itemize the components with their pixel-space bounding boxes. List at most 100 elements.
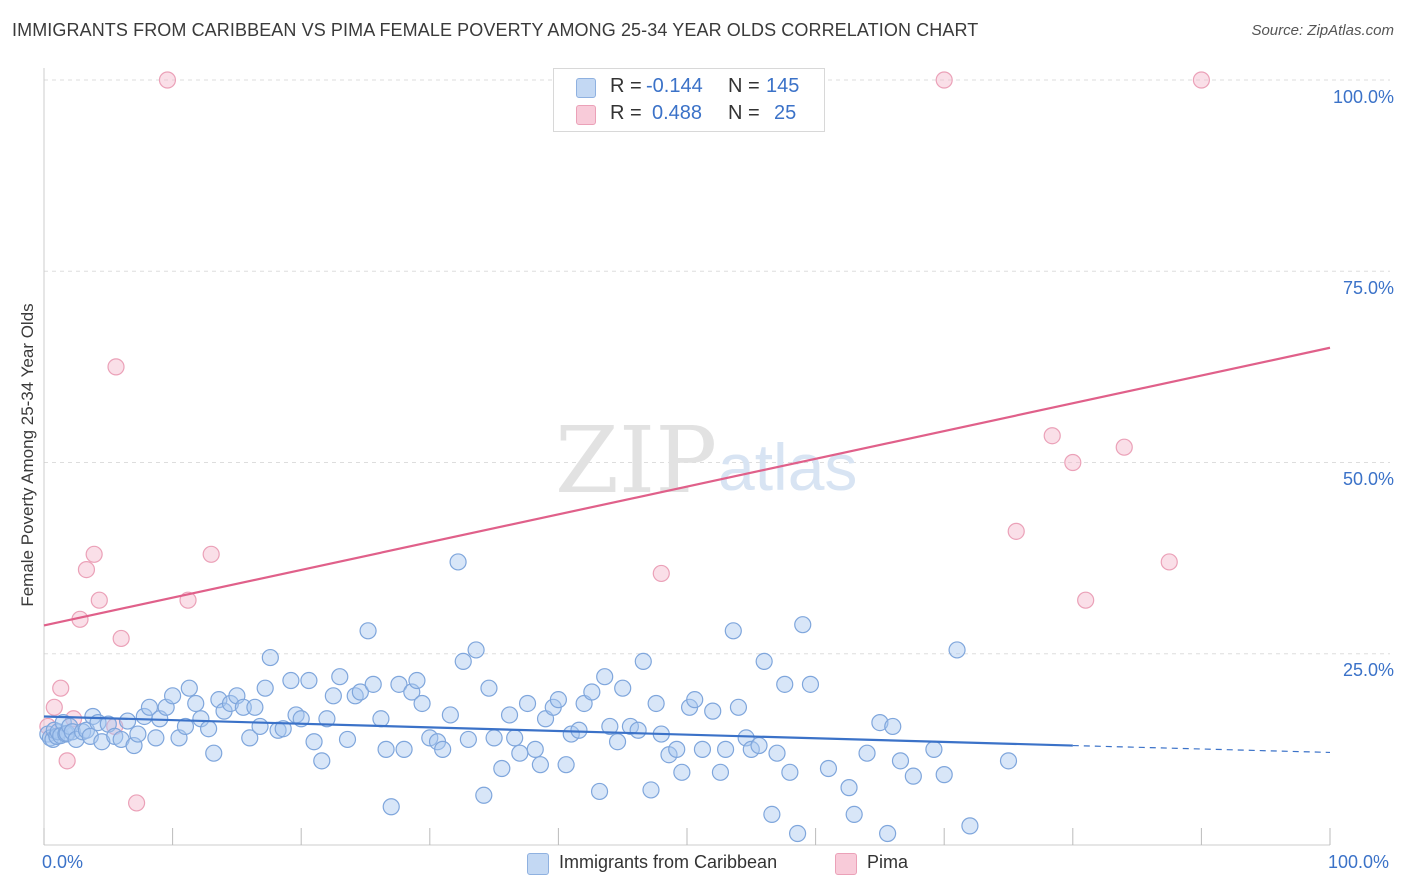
- caribbean-point: [395, 740, 413, 758]
- caribbean-point: [742, 740, 760, 758]
- legend-swatch-pima: [576, 105, 596, 125]
- trend-lines: [43, 346, 1331, 754]
- caribbean-point: [755, 652, 773, 671]
- caribbean-point: [518, 694, 537, 713]
- legend-r-value: -0.144: [646, 75, 703, 97]
- caribbean-point: [506, 729, 524, 747]
- pima-trend-line: [43, 346, 1331, 627]
- caribbean-point: [205, 744, 223, 762]
- pima-point: [1064, 453, 1082, 472]
- caribbean-point: [118, 712, 137, 730]
- caribbean-point: [845, 805, 863, 824]
- caribbean-point: [583, 683, 601, 701]
- caribbean-point: [801, 675, 820, 693]
- pima-point: [90, 591, 108, 609]
- pima-point: [1115, 438, 1133, 456]
- pima-point: [652, 564, 670, 583]
- caribbean-point: [511, 744, 529, 762]
- caribbean-point: [251, 717, 269, 736]
- caribbean-point: [318, 710, 336, 728]
- caribbean-point: [187, 694, 205, 713]
- caribbean-point: [449, 553, 467, 571]
- caribbean-point: [879, 824, 897, 843]
- caribbean-point: [500, 706, 519, 724]
- caribbean-point: [526, 740, 544, 758]
- caribbean-point: [256, 679, 274, 697]
- caribbean-point: [642, 781, 660, 799]
- caribbean-point: [549, 691, 568, 709]
- caribbean-point: [147, 729, 165, 747]
- pima-point: [158, 71, 177, 89]
- caribbean-point: [485, 729, 503, 747]
- y-tick-label: 100.0%: [1332, 87, 1394, 107]
- caribbean-point: [531, 756, 549, 774]
- caribbean-point: [570, 721, 588, 739]
- caribbean-point: [382, 798, 400, 816]
- legend-n-label: N =: [728, 102, 760, 124]
- y-tick-label: 25.0%: [1342, 660, 1394, 680]
- pima-point: [1007, 522, 1025, 540]
- caribbean-point: [390, 675, 408, 693]
- axes: [43, 68, 1331, 846]
- pima-point: [1160, 553, 1178, 571]
- pima-point: [127, 794, 146, 812]
- caribbean-point: [858, 744, 876, 762]
- pima-point: [45, 698, 63, 716]
- caribbean-point: [493, 759, 511, 778]
- caribbean-point: [704, 702, 722, 720]
- caribbean-point: [359, 622, 377, 640]
- caribbean-point: [884, 717, 902, 736]
- caribbean-point: [459, 730, 477, 749]
- pima-point: [77, 560, 96, 579]
- caribbean-point: [673, 763, 691, 781]
- caribbean-point: [434, 740, 452, 758]
- caribbean-point: [164, 687, 182, 705]
- legend-n-label: N =: [728, 75, 760, 97]
- pima-points: [39, 71, 1211, 812]
- caribbean-point: [729, 698, 748, 716]
- source-label: Source: ZipAtlas.com: [1251, 22, 1394, 39]
- caribbean-point: [93, 733, 111, 751]
- caribbean-point: [324, 687, 342, 705]
- pima-point: [112, 629, 130, 648]
- caribbean-point: [274, 720, 292, 738]
- pima-point: [52, 679, 70, 697]
- caribbean-point: [871, 713, 889, 732]
- legend-r-label: R =: [610, 102, 642, 124]
- caribbean-point: [454, 652, 472, 671]
- caribbean-point: [776, 675, 794, 693]
- caribbean-point: [948, 641, 966, 659]
- caribbean-point: [557, 756, 575, 774]
- caribbean-point: [629, 721, 647, 739]
- caribbean-point: [590, 782, 609, 801]
- legend-swatch-caribbean: [527, 853, 549, 875]
- caribbean-point: [724, 622, 742, 640]
- caribbean-point: [686, 691, 704, 709]
- caribbean-trend-extension: [1072, 744, 1331, 754]
- caribbean-point: [608, 733, 627, 751]
- legend-r-label: R =: [610, 75, 642, 97]
- caribbean-point: [716, 740, 735, 758]
- caribbean-point: [467, 641, 485, 659]
- legend-label: Pima: [867, 852, 909, 872]
- caribbean-point: [351, 683, 369, 701]
- caribbean-point: [408, 671, 426, 690]
- pima-point: [58, 752, 76, 770]
- caribbean-point: [961, 817, 979, 835]
- legend-swatch-caribbean: [576, 78, 596, 98]
- caribbean-point: [634, 652, 652, 671]
- legend-label: Immigrants from Caribbean: [559, 852, 778, 872]
- caribbean-point: [441, 706, 459, 724]
- legend-swatch-pima: [835, 853, 857, 875]
- caribbean-point: [305, 733, 323, 751]
- caribbean-point: [200, 720, 218, 738]
- caribbean-point: [176, 717, 195, 736]
- caribbean-point: [413, 694, 431, 713]
- caribbean-trend-line: [43, 715, 1073, 747]
- caribbean-point: [261, 648, 279, 667]
- pima-point: [1192, 71, 1211, 89]
- correlation-legend: R = -0.144 N = 145 R = 0.488 N = 25: [553, 68, 825, 132]
- caribbean-point: [621, 717, 640, 736]
- pima-point: [935, 71, 953, 89]
